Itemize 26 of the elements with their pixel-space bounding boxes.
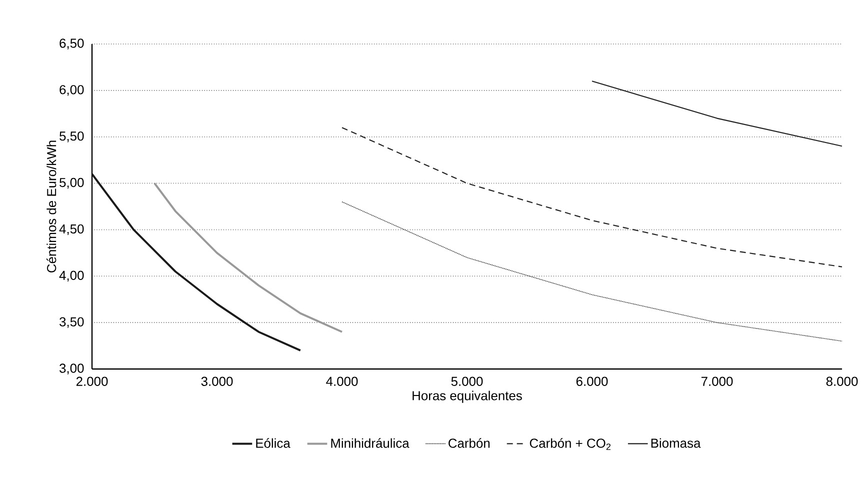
line-series [342, 201, 842, 342]
legend-label: Carbón [448, 438, 490, 448]
y-tick-label: 3,50 [60, 317, 84, 328]
x-tick-label: 6.000 [576, 376, 608, 386]
x-tick-label: 5.000 [451, 376, 483, 386]
x-tick-label: 2.000 [76, 376, 108, 386]
y-tick-label: 4,50 [59, 224, 84, 236]
y-axis-title: Céntimos de Euro/kWh [46, 140, 56, 272]
line-series [154, 182, 344, 333]
x-tick-label: 3.000 [201, 376, 233, 386]
y-tick-label: 6,00 [60, 85, 84, 96]
y-tick-label: 6,50 [60, 38, 84, 50]
x-tick-label: 7.000 [701, 376, 733, 386]
x-tick-label: 4.000 [326, 376, 358, 386]
line-series [92, 173, 302, 352]
y-tick-label: 3,00 [60, 364, 84, 374]
y-tick-label: 5,00 [60, 178, 84, 189]
legend-label: Carbón + CO$_{2}$ [530, 438, 611, 450]
line-series [341, 127, 842, 268]
x-tick-label: 8.000 [826, 376, 858, 386]
y-tick-label: 5,50 [60, 132, 84, 142]
x-axis-title: Horas equivalentes [412, 390, 522, 403]
legend-label: Biomasa [651, 438, 701, 448]
y-tick-label: 4,00 [59, 270, 84, 282]
legend-label: Eólica [256, 438, 290, 448]
legend-label: Minihidráulica [331, 438, 410, 448]
